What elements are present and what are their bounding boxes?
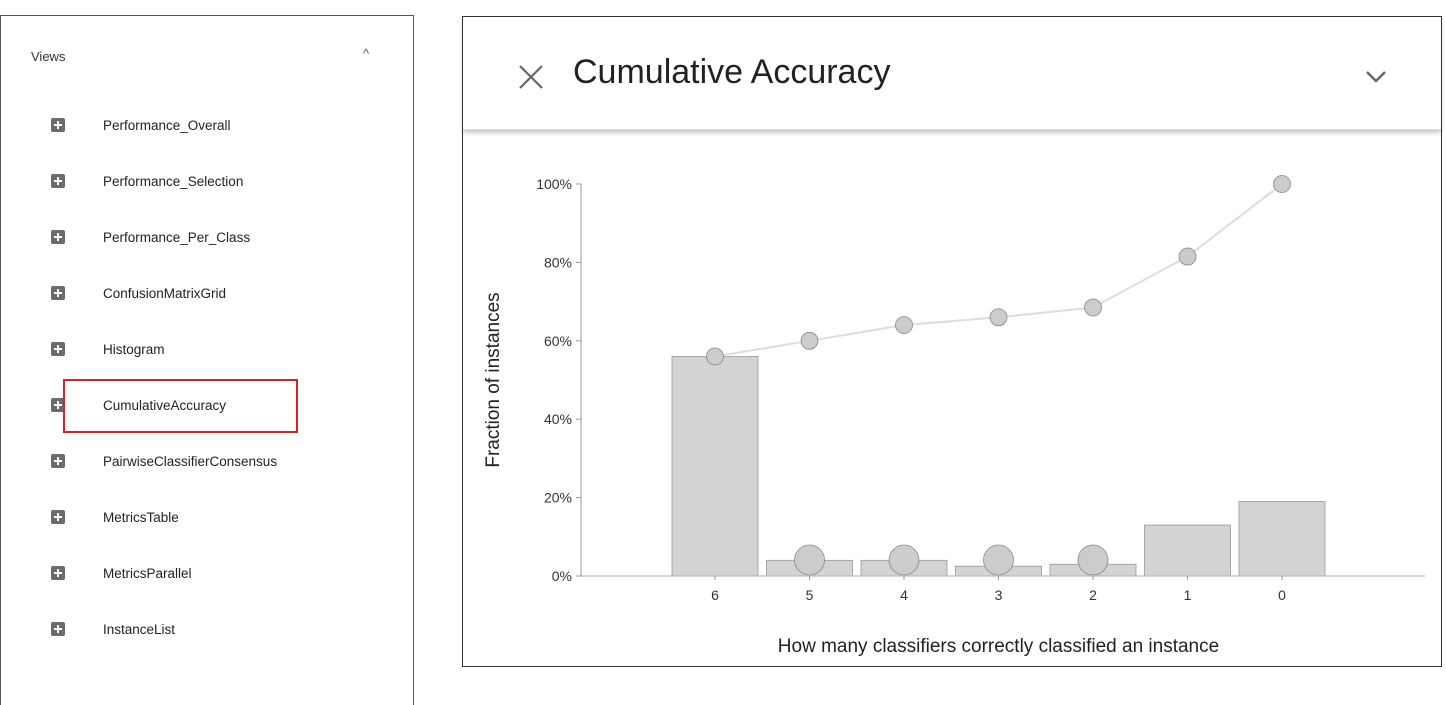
y-axis: 0% 20% 40% 60% 80% 100% bbox=[536, 176, 582, 584]
x-tick-label: 0 bbox=[1278, 587, 1286, 603]
view-item-label: MetricsParallel bbox=[103, 565, 192, 581]
cumulative-point bbox=[989, 308, 1008, 327]
bar bbox=[1144, 524, 1231, 577]
cumulative-point bbox=[1273, 175, 1291, 193]
close-icon[interactable] bbox=[515, 61, 547, 93]
views-title: Views bbox=[31, 49, 66, 64]
x-tick-label: 5 bbox=[806, 587, 814, 603]
plus-box-icon[interactable] bbox=[51, 286, 65, 300]
view-item-label: Performance_Overall bbox=[103, 117, 231, 133]
plus-box-icon[interactable] bbox=[51, 454, 65, 468]
plus-box-icon[interactable] bbox=[51, 566, 65, 580]
points bbox=[706, 175, 1291, 366]
y-tick-label: 60% bbox=[544, 333, 572, 349]
view-item-metrics-parallel[interactable]: MetricsParallel bbox=[51, 561, 391, 585]
cumulative-point bbox=[1178, 247, 1197, 266]
view-item-histogram[interactable]: Histogram bbox=[51, 337, 391, 361]
cumulative-accuracy-chart: 0% 20% 40% 60% 80% 100% 6 5 4 3 2 1 0 Fraction of i… bbox=[483, 175, 1425, 657]
cumulative-point bbox=[800, 331, 819, 350]
x-axis: 6 5 4 3 2 1 0 bbox=[581, 575, 1425, 603]
view-item-performance-selection[interactable]: Performance_Selection bbox=[51, 169, 391, 193]
card-title: Cumulative Accuracy bbox=[573, 53, 891, 91]
plus-box-icon[interactable] bbox=[51, 230, 65, 244]
plus-box-icon[interactable] bbox=[51, 398, 65, 412]
y-tick-label: 100% bbox=[536, 176, 572, 192]
view-item-label: ConfusionMatrixGrid bbox=[103, 285, 227, 301]
x-axis-title: How many classifiers correctly classifie… bbox=[778, 636, 1219, 657]
chevron-down-icon[interactable] bbox=[1363, 67, 1389, 87]
bar-marker bbox=[1077, 544, 1109, 576]
cumulative-line bbox=[714, 183, 1283, 358]
view-item-cumulative-accuracy[interactable]: CumulativeAccuracy bbox=[51, 393, 391, 417]
view-item-metrics-table[interactable]: MetricsTable bbox=[51, 505, 391, 529]
y-tick-label: 20% bbox=[544, 490, 572, 506]
x-tick-label: 3 bbox=[995, 587, 1003, 603]
cumulative-point bbox=[706, 347, 724, 366]
view-item-performance-overall[interactable]: Performance_Overall bbox=[51, 113, 391, 137]
bar bbox=[671, 356, 759, 577]
bar-marker bbox=[888, 544, 920, 576]
x-tick-label: 1 bbox=[1184, 587, 1192, 603]
cumulative-accuracy-card: Cumulative Accuracy 0% 20% 40% 60% 80% 100% 6… bbox=[462, 16, 1442, 667]
view-item-label: Performance_Selection bbox=[103, 173, 244, 189]
plus-box-icon[interactable] bbox=[51, 118, 65, 132]
views-panel: Views ^ Performance_Overall Performance_… bbox=[0, 15, 414, 705]
selection-highlight-box bbox=[63, 379, 298, 433]
cumulative-line-path bbox=[714, 183, 1283, 358]
view-item-performance-per-class[interactable]: Performance_Per_Class bbox=[51, 225, 391, 249]
x-tick-label: 6 bbox=[711, 587, 719, 603]
cumulative-point bbox=[1084, 298, 1102, 317]
view-item-pairwise-classifier-consensus[interactable]: PairwiseClassifierConsensus bbox=[51, 449, 391, 473]
view-item-label: PairwiseClassifierConsensus bbox=[103, 453, 278, 469]
bar-marker bbox=[983, 544, 1014, 576]
y-axis-title: Fraction of instances bbox=[483, 292, 504, 467]
bar-marker bbox=[794, 544, 825, 576]
plus-box-icon[interactable] bbox=[51, 622, 65, 636]
plus-box-icon[interactable] bbox=[51, 510, 65, 524]
view-item-label: InstanceList bbox=[103, 621, 176, 637]
view-item-label: Histogram bbox=[103, 341, 165, 357]
x-tick-label: 2 bbox=[1089, 587, 1097, 603]
view-item-label: Performance_Per_Class bbox=[103, 229, 251, 245]
plus-box-icon[interactable] bbox=[51, 174, 65, 188]
view-item-confusion-matrix-grid[interactable]: ConfusionMatrixGrid bbox=[51, 281, 391, 305]
card-header: Cumulative Accuracy bbox=[463, 17, 1441, 130]
bars bbox=[671, 356, 1326, 577]
bar bbox=[1238, 501, 1326, 577]
cumulative-point bbox=[895, 316, 913, 335]
y-tick-label: 40% bbox=[544, 411, 572, 427]
plus-box-icon[interactable] bbox=[51, 342, 65, 356]
view-item-label: MetricsTable bbox=[103, 509, 179, 525]
y-tick-label: 0% bbox=[552, 568, 572, 584]
view-item-instance-list[interactable]: InstanceList bbox=[51, 617, 391, 641]
y-tick-label: 80% bbox=[544, 254, 572, 270]
x-tick-label: 4 bbox=[900, 587, 908, 603]
views-collapse-toggle[interactable]: ^ bbox=[363, 46, 370, 61]
view-item-label: CumulativeAccuracy bbox=[103, 397, 227, 413]
